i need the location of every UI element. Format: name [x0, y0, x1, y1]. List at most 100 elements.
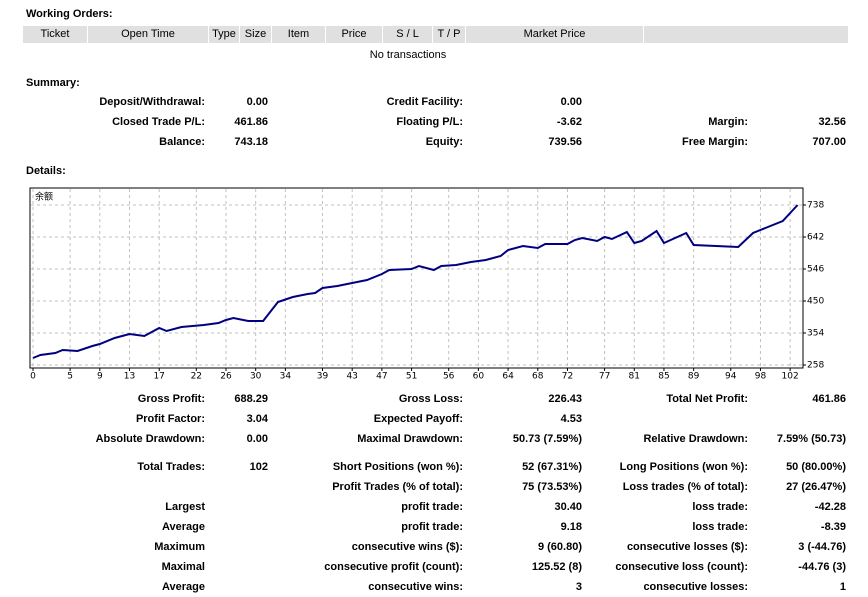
x-tick-label: 30	[250, 372, 262, 382]
plot-frame	[29, 187, 804, 369]
y-tick-label: 354	[807, 329, 824, 339]
table-header: Size	[240, 26, 272, 43]
table-header: S / L	[383, 26, 433, 43]
label: consecutive wins:	[368, 581, 463, 593]
label: consecutive profit (count):	[324, 561, 463, 573]
x-tick-label: 98	[755, 372, 767, 382]
label: Maximal Drawdown:	[357, 433, 463, 445]
value: 32.56	[818, 116, 846, 128]
value: 226.43	[548, 393, 582, 405]
label: consecutive losses ($):	[626, 541, 748, 553]
empty-note: No transactions	[369, 49, 447, 61]
value: -44.76 (3)	[798, 561, 846, 573]
x-tick-label: 26	[220, 372, 232, 382]
value: 52 (67.31%)	[522, 461, 582, 473]
label: Long Positions (won %):	[619, 461, 748, 473]
label: Maximum	[154, 541, 205, 553]
value: 4.53	[560, 413, 582, 425]
label: Loss trades (% of total):	[622, 481, 748, 493]
value: 3.04	[246, 413, 268, 425]
x-tick-label: 81	[629, 372, 640, 382]
label: Relative Drawdown:	[643, 433, 748, 445]
label: Expected Payoff:	[373, 413, 463, 425]
x-tick-label: 77	[599, 372, 610, 382]
value: 3	[575, 581, 582, 593]
label: Average	[161, 521, 205, 533]
label: Total Trades:	[137, 461, 205, 473]
value: 50 (80.00%)	[786, 461, 846, 473]
value: 50.73 (7.59%)	[512, 433, 582, 445]
x-tick-label: 72	[562, 372, 573, 382]
x-tick-label: 85	[658, 372, 669, 382]
value: -42.28	[814, 501, 846, 513]
value: -3.62	[556, 116, 582, 128]
value: 739.56	[548, 136, 582, 148]
label: Balance:	[159, 136, 205, 148]
label: consecutive losses:	[643, 581, 748, 593]
x-tick-label: 5	[67, 372, 73, 382]
value: 1	[839, 581, 846, 593]
value: 7.59% (50.73)	[776, 433, 846, 445]
value: 0.00	[246, 96, 268, 108]
label: Average	[161, 581, 205, 593]
label: Gross Profit:	[137, 393, 205, 405]
label: profit trade:	[401, 501, 463, 513]
label: loss trade:	[692, 521, 748, 533]
label: profit trade:	[401, 521, 463, 533]
label: Free Margin:	[681, 136, 748, 148]
label: loss trade:	[692, 501, 748, 513]
value: 9 (60.80)	[537, 541, 582, 553]
x-tick-label: 68	[532, 372, 544, 382]
y-tick-label: 258	[807, 361, 824, 371]
table-header: Market Price	[466, 26, 644, 43]
value: 3 (-44.76)	[798, 541, 846, 553]
x-tick-label: 51	[406, 372, 417, 382]
label: Gross Loss:	[398, 393, 463, 405]
value: 9.18	[560, 521, 582, 533]
value: 27 (26.47%)	[786, 481, 846, 493]
x-tick-label: 34	[280, 372, 292, 382]
value: 707.00	[812, 136, 846, 148]
y-tick-label: 450	[807, 297, 824, 307]
x-tick-label: 60	[473, 372, 485, 382]
section-title: Summary:	[26, 77, 80, 89]
table-header: T / P	[433, 26, 466, 43]
section-title: Working Orders:	[26, 8, 113, 20]
x-tick-label: 9	[97, 372, 103, 382]
balance-line	[32, 204, 799, 359]
table-header: Price	[326, 26, 383, 43]
y-tick-label: 546	[807, 265, 824, 275]
label: consecutive loss (count):	[615, 561, 748, 573]
x-tick-label: 39	[317, 372, 329, 382]
label: Credit Facility:	[386, 96, 463, 108]
value: 461.86	[812, 393, 846, 405]
value: 75 (73.53%)	[522, 481, 582, 493]
table-header: Ticket	[23, 26, 88, 43]
label: Largest	[165, 501, 205, 513]
label: Profit Trades (% of total):	[332, 481, 463, 493]
chart-label: 余额	[35, 191, 53, 203]
label: Floating P/L:	[396, 116, 463, 128]
x-tick-label: 102	[782, 372, 799, 382]
x-tick-label: 47	[376, 372, 387, 382]
y-tick-label: 642	[807, 233, 824, 243]
table-header-filler	[644, 26, 849, 43]
value: 461.86	[234, 116, 268, 128]
x-tick-label: 0	[30, 372, 36, 382]
value: 30.40	[554, 501, 582, 513]
x-tick-label: 94	[725, 372, 737, 382]
value: 0.00	[560, 96, 582, 108]
y-tick-label: 738	[807, 201, 824, 211]
x-tick-label: 56	[443, 372, 455, 382]
value: 125.52 (8)	[531, 561, 582, 573]
label: Absolute Drawdown:	[95, 433, 205, 445]
section-title: Details:	[26, 165, 66, 177]
label: Equity:	[425, 136, 463, 148]
label: Total Net Profit:	[666, 393, 748, 405]
value: -8.39	[820, 521, 846, 533]
value: 0.00	[246, 433, 268, 445]
x-tick-label: 64	[502, 372, 514, 382]
table-header: Type	[209, 26, 240, 43]
x-tick-label: 22	[191, 372, 202, 382]
